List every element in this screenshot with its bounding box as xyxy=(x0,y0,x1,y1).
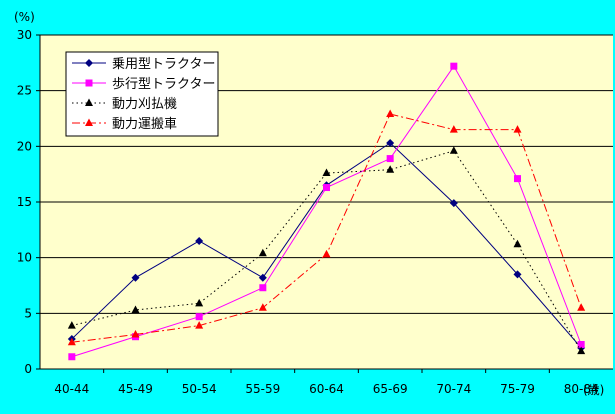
data-point xyxy=(513,125,522,133)
legend-box xyxy=(65,51,219,137)
data-point xyxy=(68,353,76,361)
x-tick-label: 75-79 xyxy=(500,382,535,396)
series-line xyxy=(71,150,582,352)
data-point xyxy=(131,305,140,313)
data-point xyxy=(386,165,395,173)
data-point xyxy=(85,98,93,106)
data-point xyxy=(131,273,140,282)
data-point xyxy=(513,239,522,248)
data-point xyxy=(195,313,203,321)
data-point xyxy=(514,175,521,183)
x-tick-label: 65-69 xyxy=(373,382,408,396)
legend-label: 歩行型トラクター xyxy=(112,77,215,92)
x-tick-label: 50-54 xyxy=(182,382,217,396)
data-point xyxy=(449,146,458,154)
data-point xyxy=(67,321,76,329)
y-tick-label: 0 xyxy=(24,362,32,376)
legend-label: 動力刈払機 xyxy=(112,97,177,112)
y-tick-label: 30 xyxy=(17,28,32,42)
data-point xyxy=(258,248,267,257)
data-point xyxy=(449,125,458,133)
y-unit-label: (%) xyxy=(14,10,35,24)
data-point xyxy=(386,109,395,118)
x-unit-label: (歳) xyxy=(583,383,604,397)
data-point xyxy=(258,303,267,311)
data-point xyxy=(85,79,93,87)
data-point xyxy=(195,236,204,245)
data-point xyxy=(259,284,267,292)
data-point xyxy=(577,341,585,349)
data-point xyxy=(85,118,93,126)
data-point xyxy=(449,199,458,208)
data-point xyxy=(195,298,204,307)
series-3 xyxy=(67,146,586,355)
data-point xyxy=(386,155,394,163)
x-tick-label: 70-74 xyxy=(436,382,471,396)
data-point xyxy=(131,329,140,338)
data-point xyxy=(322,168,331,177)
y-tick-label: 25 xyxy=(17,84,32,98)
y-tick-label: 10 xyxy=(17,251,32,265)
y-tick-label: 15 xyxy=(17,195,32,209)
gridlines xyxy=(40,34,613,314)
data-point xyxy=(577,346,586,355)
y-tick-label: 20 xyxy=(17,139,32,153)
data-point xyxy=(513,270,522,279)
x-tick-label: 55-59 xyxy=(245,382,280,396)
x-tick-label: 60-64 xyxy=(309,382,344,396)
x-tick-label: 80-84 xyxy=(564,382,599,396)
y-tick-label: 5 xyxy=(24,306,32,320)
axes xyxy=(36,34,613,373)
series-group xyxy=(67,62,586,361)
legend-label: 動力運搬車 xyxy=(112,117,177,132)
data-point xyxy=(323,184,330,192)
y-tick-labels: 0 5 10 15 20 25 30 xyxy=(17,28,32,376)
x-tick-labels: 40-44 45-49 50-54 55-59 60-64 65-69 70-74 75-79… xyxy=(54,382,598,396)
data-point xyxy=(85,59,93,67)
x-tick-label: 40-44 xyxy=(54,382,89,396)
data-point xyxy=(450,62,458,70)
legend-label: 乗用型トラクター xyxy=(112,57,215,72)
data-point xyxy=(577,303,586,311)
data-point xyxy=(67,337,76,346)
series-4 xyxy=(67,109,586,346)
data-point xyxy=(195,321,204,329)
data-point xyxy=(386,138,395,147)
data-point xyxy=(322,249,331,258)
data-point xyxy=(258,273,267,282)
x-tick-label: 45-49 xyxy=(118,382,153,396)
